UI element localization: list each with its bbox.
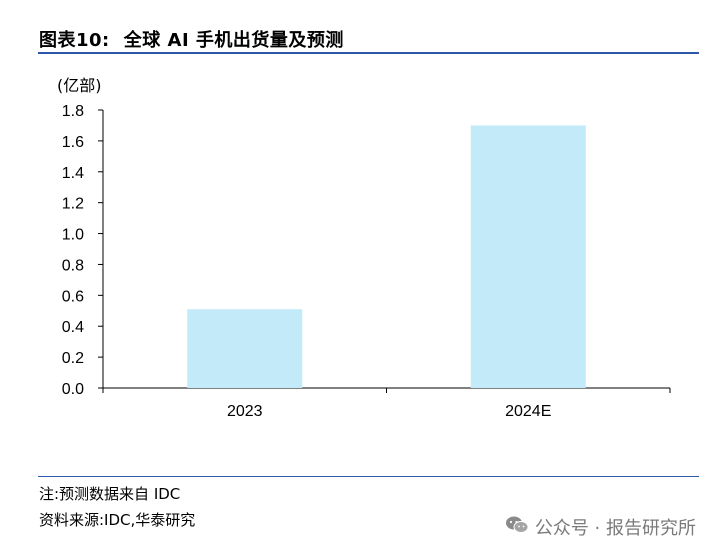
figure-title: 全球 AI 手机出货量及预测 (123, 30, 344, 51)
y-tick-label: 0.2 (62, 350, 84, 367)
y-tick-label: 0.4 (62, 319, 84, 336)
figure-label: 图表10: (39, 30, 110, 51)
y-tick-label: 0.8 (62, 257, 84, 274)
bar-chart: 0.0 0.2 0.4 0.6 0.8 1.0 1.2 1.4 1.6 1.8 2023 2024E (62, 103, 671, 420)
wechat-icon (505, 515, 529, 540)
footnote: 注:预测数据来自 IDC (39, 485, 181, 503)
title-divider (38, 52, 699, 54)
bar-2024e (470, 125, 586, 388)
y-tick-label: 1.0 (62, 227, 84, 244)
chart-title: 图表10: 全球 AI 手机出货量及预测 (39, 26, 344, 52)
watermark-text: 公众号 · 报告研究所 (534, 518, 696, 539)
y-tick-label: 1.6 (62, 134, 84, 151)
watermark: 公众号 · 报告研究所 (505, 514, 696, 540)
x-tick-label: 2024E (505, 403, 551, 420)
y-tick-label: 0.6 (62, 288, 84, 305)
y-tick-label: 1.2 (62, 196, 84, 213)
y-tick-label: 1.8 (62, 103, 84, 120)
y-axis-unit-label: (亿部) (57, 76, 102, 95)
bar-2023 (187, 309, 303, 388)
x-tick-label: 2023 (227, 403, 263, 420)
source-note: 资料来源:IDC,华泰研究 (39, 511, 196, 529)
footer-divider (38, 476, 699, 477)
y-tick-label: 0.0 (62, 381, 84, 398)
y-tick-label: 1.4 (62, 165, 84, 182)
